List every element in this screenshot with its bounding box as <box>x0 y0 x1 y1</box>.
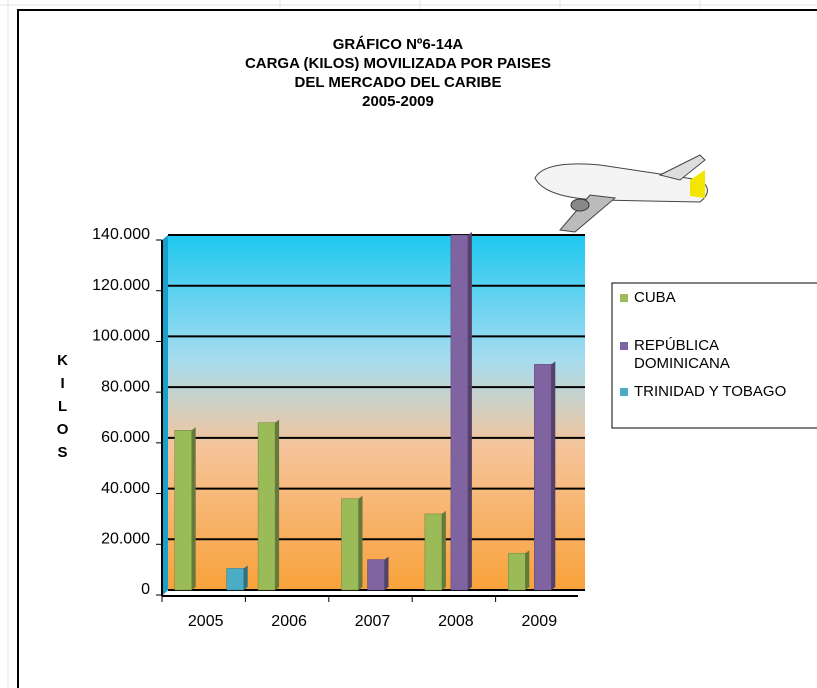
bar-side <box>384 556 389 590</box>
legend <box>611 282 817 429</box>
bar <box>341 498 359 591</box>
y-axis-title: KILOS <box>54 352 71 467</box>
y-tick-label: 0 <box>141 581 150 598</box>
bar-side <box>243 565 248 590</box>
bar-side <box>275 419 280 590</box>
bar <box>508 552 526 591</box>
bar-side <box>191 427 196 590</box>
bar <box>226 568 244 591</box>
legend-label: TRINIDAD Y TOBAGO <box>634 383 786 400</box>
x-tick-label: 2009 <box>522 613 558 630</box>
legend-label: REPÚBLICA DOMINICANA <box>634 337 730 372</box>
x-tick-label: 2005 <box>188 613 224 630</box>
y-tick-label: 20.000 <box>101 531 150 548</box>
y-tick-label: 60.000 <box>101 429 150 446</box>
x-tick-label: 2007 <box>355 613 391 630</box>
chart-title: CARGA (KILOS) MOVILIZADA POR PAISES <box>245 55 551 72</box>
bar-side <box>441 510 446 590</box>
legend-swatch <box>620 342 628 350</box>
bar <box>450 234 469 591</box>
chart-title: 2005-2009 <box>362 93 434 110</box>
bar <box>257 422 276 591</box>
y-tick-label: 140.000 <box>92 226 150 243</box>
plot-area <box>168 235 585 590</box>
plot-wall <box>162 235 168 596</box>
bar-side <box>551 361 556 590</box>
legend-swatch <box>620 294 628 302</box>
bar-side <box>467 232 472 590</box>
chart-title: DEL MERCADO DEL CARIBE <box>295 74 502 91</box>
x-tick-label: 2008 <box>438 613 474 630</box>
y-tick-label: 40.000 <box>101 480 150 497</box>
x-tick-label: 2006 <box>271 613 307 630</box>
airplane <box>534 154 708 233</box>
bar <box>534 364 552 591</box>
y-tick-label: 120.000 <box>92 277 150 294</box>
bar <box>174 430 192 591</box>
bar <box>367 559 385 591</box>
chart-title: GRÁFICO Nº6-14A <box>333 36 464 53</box>
y-tick-label: 100.000 <box>92 328 150 345</box>
bar-side <box>525 550 530 590</box>
y-tick-label: 80.000 <box>101 378 150 395</box>
bar-side <box>358 495 363 590</box>
bar <box>424 513 443 591</box>
legend-label: CUBA <box>634 289 676 306</box>
legend-swatch <box>620 388 628 396</box>
